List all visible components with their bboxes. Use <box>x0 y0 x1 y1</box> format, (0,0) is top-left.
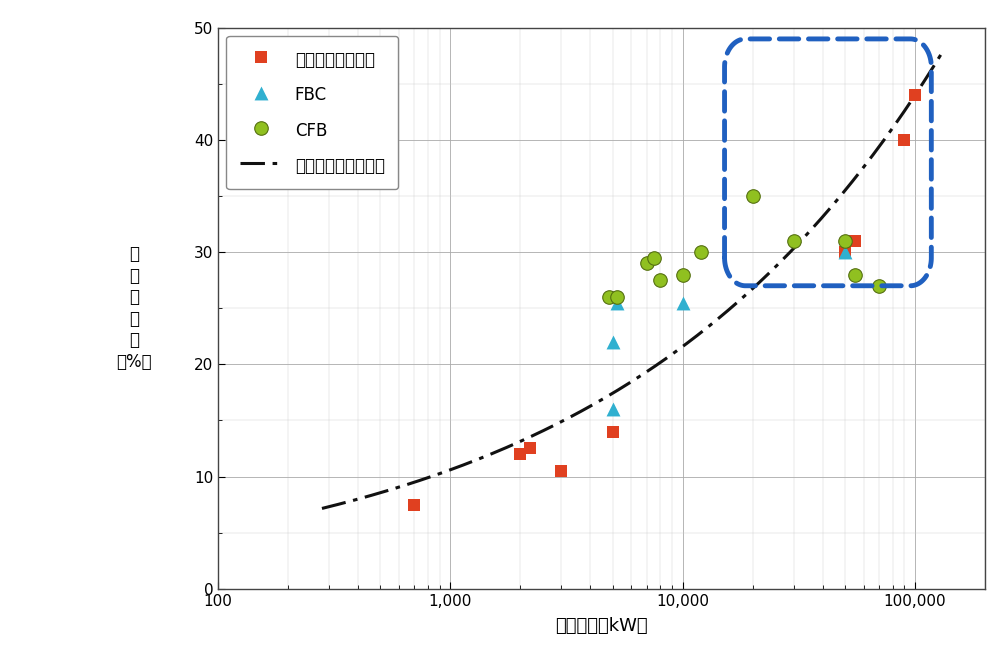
Point <box>847 269 863 280</box>
Point <box>609 291 625 302</box>
Point <box>605 336 621 347</box>
Point <box>605 404 621 415</box>
Point <box>609 297 625 308</box>
Point <box>745 191 761 202</box>
Point <box>406 499 422 510</box>
Point <box>837 247 853 257</box>
Point <box>837 236 853 247</box>
Point <box>522 443 538 454</box>
Point <box>646 253 662 263</box>
Text: 発
電
端
効
率
（%）: 発 電 端 効 率 （%） <box>116 245 152 371</box>
Point <box>847 236 863 247</box>
Point <box>601 291 617 302</box>
Point <box>871 281 887 291</box>
Point <box>553 466 569 476</box>
Point <box>652 275 668 285</box>
Point <box>896 135 912 145</box>
Point <box>786 236 802 247</box>
X-axis label: 発電出力（kW）: 発電出力（kW） <box>555 617 648 635</box>
Point <box>675 269 691 280</box>
Point <box>512 449 528 460</box>
Point <box>675 297 691 308</box>
Point <box>907 90 923 100</box>
Point <box>837 247 853 257</box>
Point <box>605 426 621 437</box>
Point <box>693 247 709 257</box>
Legend: ストーカーボイラ, FBC, CFB, 発電端効率の近似線: ストーカーボイラ, FBC, CFB, 発電端効率の近似線 <box>226 36 398 189</box>
Point <box>639 258 655 269</box>
